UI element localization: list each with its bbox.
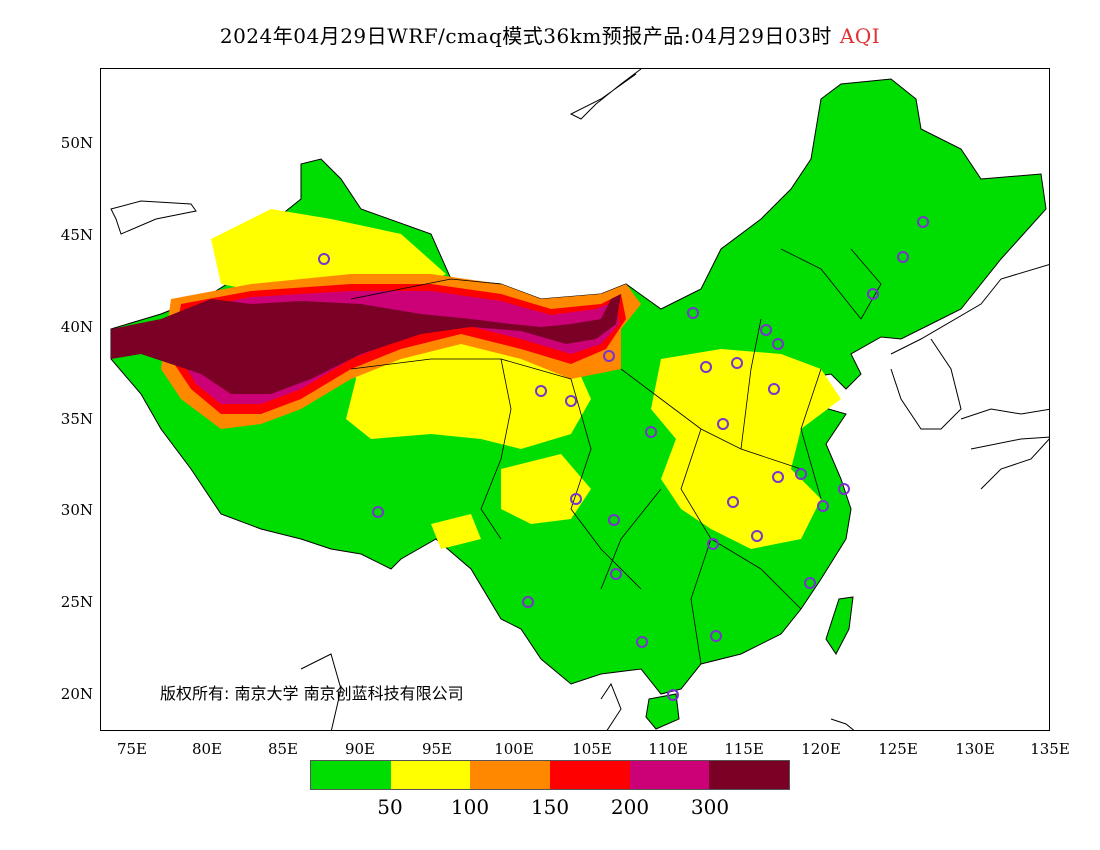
station-marker	[636, 636, 648, 648]
legend-label-100: 100	[450, 795, 490, 819]
station-marker	[707, 538, 719, 550]
y-tick-25n: 25N	[60, 593, 93, 611]
legend-label-50: 50	[377, 795, 403, 819]
x-tick-125e: 125E	[878, 740, 918, 758]
legend-swatch-1	[390, 761, 471, 789]
station-marker	[318, 253, 330, 265]
copyright-text: 版权所有: 南京大学 南京创蓝科技有限公司	[160, 684, 464, 703]
y-tick-35n: 35N	[60, 410, 93, 428]
station-marker	[522, 596, 534, 608]
station-marker	[772, 471, 784, 483]
legend-swatch-4	[629, 761, 710, 789]
x-tick-105e: 105E	[572, 740, 612, 758]
y-tick-50n: 50N	[60, 134, 93, 152]
station-marker	[717, 418, 729, 430]
legend-swatch-5	[709, 761, 790, 789]
station-marker	[751, 530, 763, 542]
station-marker	[570, 493, 582, 505]
station-marker	[603, 350, 615, 362]
station-marker	[608, 514, 620, 526]
yellow-north-china	[651, 349, 841, 549]
color-legend	[310, 760, 790, 790]
x-tick-80e: 80E	[191, 740, 223, 758]
legend-swatch-0	[311, 761, 391, 789]
map-frame	[100, 68, 1050, 731]
station-marker	[817, 500, 829, 512]
hainan-island	[645, 693, 680, 730]
legend-swatch-3	[550, 761, 630, 789]
station-marker	[760, 324, 772, 336]
station-marker	[897, 251, 909, 263]
x-tick-120e: 120E	[801, 740, 841, 758]
title-text: 2024年04月29日WRF/cmaq模式36km预报产品:04月29日03时	[219, 24, 832, 48]
station-marker	[372, 506, 384, 518]
y-tick-20n: 20N	[60, 685, 93, 703]
x-tick-115e: 115E	[724, 740, 764, 758]
station-marker	[772, 338, 784, 350]
legend-swatch-2	[470, 761, 551, 789]
title-variable: AQI	[839, 24, 881, 48]
station-marker	[610, 568, 622, 580]
station-marker	[535, 385, 547, 397]
station-marker	[768, 383, 780, 395]
legend-label-200: 200	[610, 795, 650, 819]
station-marker	[710, 630, 722, 642]
station-marker	[727, 496, 739, 508]
x-tick-85e: 85E	[267, 740, 299, 758]
x-tick-110e: 110E	[648, 740, 688, 758]
yellow-south-strip	[431, 514, 481, 549]
x-tick-135e: 135E	[1030, 740, 1070, 758]
station-marker	[565, 395, 577, 407]
station-marker	[867, 288, 879, 300]
map-title: 2024年04月29日WRF/cmaq模式36km预报产品:04月29日03时 A…	[0, 20, 1100, 49]
y-tick-45n: 45N	[60, 226, 93, 244]
station-marker	[731, 357, 743, 369]
yellow-xinjiang-north	[211, 209, 446, 294]
station-marker	[700, 361, 712, 373]
station-marker	[917, 216, 929, 228]
x-tick-100e: 100E	[494, 740, 534, 758]
legend-label-150: 150	[530, 795, 570, 819]
x-tick-130e: 130E	[955, 740, 995, 758]
aqi-map	[110, 69, 1049, 730]
foreign-coastlines	[110, 69, 1049, 730]
y-tick-40n: 40N	[60, 318, 93, 336]
yellow-sichuan	[501, 454, 591, 524]
yellow-tibet-qinghai	[346, 334, 591, 449]
station-markers	[318, 216, 929, 701]
x-tick-75e: 75E	[116, 740, 148, 758]
station-marker	[645, 426, 657, 438]
maroon-core	[111, 294, 621, 394]
x-tick-90e: 90E	[344, 740, 376, 758]
y-tick-30n: 30N	[60, 501, 93, 519]
legend-label-300: 300	[690, 795, 730, 819]
station-marker	[804, 577, 816, 589]
province-boundaries	[350, 248, 882, 665]
station-marker	[687, 307, 699, 319]
station-marker	[838, 483, 850, 495]
taiwan-island	[825, 596, 854, 655]
x-tick-95e: 95E	[421, 740, 453, 758]
station-marker	[795, 468, 807, 480]
station-marker	[667, 689, 679, 701]
